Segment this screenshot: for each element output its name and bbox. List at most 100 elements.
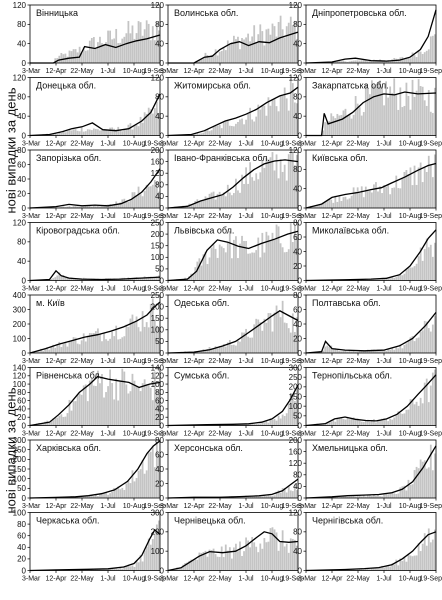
daily-bar bbox=[265, 495, 268, 498]
daily-bar bbox=[247, 113, 249, 136]
x-tick-label: 3-Mar bbox=[22, 576, 41, 583]
daily-bar bbox=[123, 36, 126, 63]
daily-bar bbox=[68, 206, 71, 208]
daily-bar bbox=[413, 555, 416, 571]
y-tick-label: 120 bbox=[289, 459, 303, 468]
daily-bar bbox=[277, 111, 280, 136]
daily-bar bbox=[358, 350, 361, 353]
daily-bar bbox=[88, 40, 91, 63]
daily-bar bbox=[318, 352, 320, 353]
y-tick-label: 20 bbox=[17, 555, 26, 564]
daily-bar bbox=[421, 53, 424, 63]
daily-bar bbox=[360, 569, 363, 571]
y-tick-label: 80 bbox=[293, 165, 302, 174]
x-tick-label: 22-May bbox=[346, 503, 370, 510]
x-tick-label: 10-Aug bbox=[261, 141, 284, 148]
panel-title: Волинська обл. bbox=[174, 8, 238, 18]
panel-title: Миколаївська обл. bbox=[312, 226, 389, 236]
y-tick-label: 0 bbox=[160, 349, 165, 358]
daily-bar bbox=[344, 196, 347, 208]
daily-bar bbox=[105, 339, 107, 353]
x-tick-label: 19-Sep bbox=[143, 141, 166, 148]
y-tick-label: 100 bbox=[13, 380, 27, 389]
y-tick-label: 40 bbox=[155, 405, 164, 414]
y-tick-label: 80 bbox=[293, 471, 302, 480]
y-tick-label: 80 bbox=[17, 388, 26, 397]
x-tick-label: 1-Jul bbox=[238, 68, 254, 75]
daily-bar bbox=[368, 494, 371, 498]
x-tick-label: 22-May bbox=[208, 503, 232, 510]
daily-bar bbox=[259, 257, 262, 281]
daily-bar bbox=[137, 277, 140, 281]
daily-bar bbox=[368, 569, 371, 571]
daily-bar bbox=[72, 337, 75, 353]
daily-bar bbox=[411, 185, 414, 208]
daily-bar bbox=[271, 99, 274, 136]
daily-bar bbox=[269, 105, 272, 136]
daily-bar bbox=[105, 569, 107, 571]
daily-bar bbox=[273, 239, 276, 281]
daily-bar bbox=[196, 199, 199, 208]
y-tick-label: 120 bbox=[289, 1, 303, 10]
y-tick-label: 120 bbox=[151, 1, 165, 10]
x-tick-label: 1-Jul bbox=[376, 576, 392, 583]
daily-bar bbox=[366, 88, 369, 136]
y-tick-label: 80 bbox=[17, 146, 26, 155]
panel-title: Закарпатська обл. bbox=[312, 81, 389, 91]
daily-bar bbox=[97, 370, 99, 426]
daily-bar bbox=[233, 239, 235, 281]
daily-bar bbox=[387, 97, 390, 136]
x-tick-label: 1-Jul bbox=[376, 358, 392, 365]
daily-bar bbox=[373, 85, 375, 136]
daily-bar bbox=[155, 22, 158, 63]
daily-bar bbox=[318, 204, 320, 208]
daily-bar bbox=[84, 496, 87, 498]
daily-bar bbox=[336, 113, 339, 136]
daily-bar bbox=[52, 278, 55, 281]
daily-bar bbox=[255, 424, 258, 426]
x-tick-label: 12-Apr bbox=[183, 213, 205, 220]
daily-bar bbox=[70, 130, 73, 136]
average-line bbox=[167, 478, 299, 499]
daily-bar bbox=[433, 315, 436, 353]
daily-bar bbox=[271, 23, 274, 63]
y-tick-label: 0 bbox=[298, 566, 303, 575]
daily-bar bbox=[371, 349, 373, 353]
daily-bar bbox=[99, 383, 101, 426]
daily-bar bbox=[157, 326, 160, 353]
daily-bar bbox=[399, 274, 402, 281]
y-tick-label: 50 bbox=[155, 337, 164, 346]
daily-bar bbox=[395, 94, 398, 136]
daily-bar bbox=[228, 340, 231, 353]
daily-bar bbox=[253, 180, 256, 208]
daily-bar bbox=[257, 34, 260, 63]
daily-bar bbox=[137, 126, 140, 136]
daily-bar bbox=[251, 36, 254, 63]
daily-bar bbox=[88, 129, 91, 136]
daily-bar bbox=[269, 418, 272, 426]
x-tick-label: 19-Sep bbox=[143, 431, 166, 438]
daily-bar bbox=[127, 124, 130, 136]
daily-bar bbox=[243, 124, 245, 136]
daily-bar bbox=[405, 561, 408, 571]
daily-bar bbox=[200, 201, 203, 208]
daily-bar bbox=[241, 38, 243, 63]
daily-bar bbox=[348, 115, 351, 136]
panel-15: 0 20 40 60 80 3-Mar 12-Apr 22-May 1-Jul 10-Aug19-… bbox=[293, 291, 442, 365]
daily-bar bbox=[377, 494, 379, 498]
average-line bbox=[167, 310, 299, 354]
daily-bar bbox=[419, 397, 422, 426]
daily-bar bbox=[70, 207, 73, 208]
daily-bar bbox=[427, 247, 430, 281]
daily-bar bbox=[239, 496, 241, 498]
plot-frame bbox=[167, 222, 299, 281]
daily-bar bbox=[289, 538, 292, 571]
daily-bar bbox=[338, 196, 341, 208]
daily-bar bbox=[425, 238, 428, 281]
daily-bar bbox=[375, 568, 377, 571]
daily-bar bbox=[295, 39, 298, 63]
daily-bar bbox=[267, 541, 270, 571]
daily-bar bbox=[289, 16, 292, 63]
daily-bar bbox=[397, 188, 400, 208]
daily-bar bbox=[153, 180, 156, 208]
